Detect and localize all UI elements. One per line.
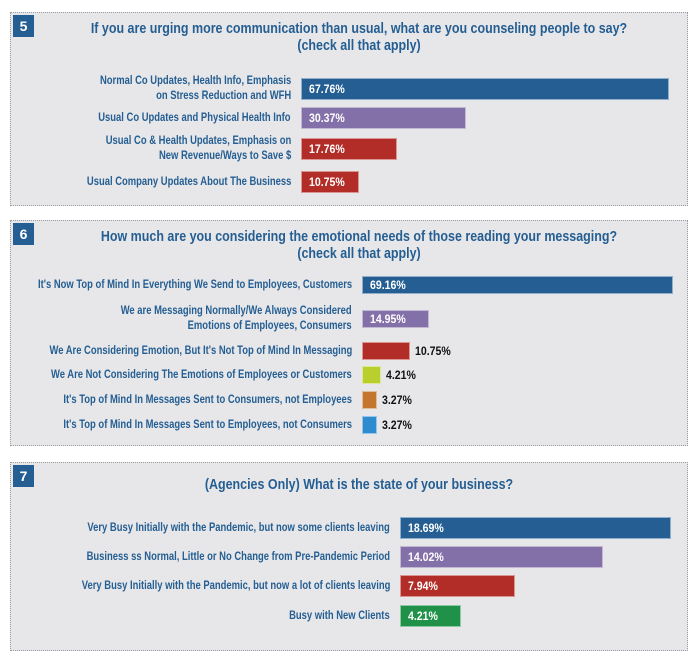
chart-title-line: (check all that apply) <box>297 38 421 54</box>
chart-panel-7: 7 (Agencies Only) What is the state of yo… <box>10 462 688 651</box>
category-label-line: on Stress Reduction and WFH <box>155 90 291 102</box>
data-label: 69.16% <box>370 278 406 292</box>
category-label-line: Usual Co Updates and Physical Health Inf… <box>98 111 291 124</box>
category-label-line: We are Messaging Normally/We Always Cons… <box>121 305 352 317</box>
category-label-line: New Revenue/Ways to Save $ <box>158 150 291 162</box>
data-label: 14.02% <box>408 550 444 564</box>
data-label: 4.21% <box>408 609 438 623</box>
bar <box>362 416 377 434</box>
data-label: 7.94% <box>408 579 438 593</box>
category-label: Usual Co Updates and Physical Health Inf… <box>99 111 291 126</box>
category-label-line: It's Top of Mind In Messages Sent to Con… <box>63 393 352 406</box>
chart-title-line: How much are you considering the emotion… <box>100 229 618 245</box>
category-label: Usual Co & Health Updates, Emphasis on Ne… <box>106 134 291 164</box>
question-number-badge: 7 <box>13 465 34 487</box>
category-label: Very Busy Initially with the Pandemic, b… <box>81 579 390 594</box>
data-label: 18.69% <box>408 521 444 535</box>
question-number-badge: 6 <box>13 223 34 245</box>
category-label-line: Busy with New Clients <box>289 609 390 622</box>
category-label-line: Business ss Normal, Little or No Change … <box>86 550 390 563</box>
bar <box>400 575 516 597</box>
chart-title: How much are you considering the emotion… <box>41 229 677 263</box>
category-label-line: We Are Considering Emotion, But It's Not… <box>49 344 352 357</box>
data-label: 10.75% <box>309 175 345 189</box>
category-label: We Are Not Considering The Emotions of E… <box>51 368 352 383</box>
bar <box>362 366 381 384</box>
category-label: Normal Co Updates, Health Info, Emphasis… <box>100 74 291 104</box>
chart-title: (Agencies Only) What is the state of you… <box>41 477 677 494</box>
category-label: It's Now Top of Mind In Everything We Se… <box>38 278 352 293</box>
bar <box>301 107 466 129</box>
data-label: 3.27% <box>381 418 412 432</box>
data-label: 3.27% <box>381 393 412 407</box>
category-label-line: Very Busy Initially with the Pandemic, b… <box>81 579 390 592</box>
category-label: It's Top of Mind In Messages Sent to Con… <box>63 393 352 408</box>
bar <box>362 276 673 294</box>
data-label: 30.37% <box>309 111 345 125</box>
chart-title: If you are urging more communication tha… <box>41 21 677 55</box>
data-label: 17.76% <box>309 142 345 156</box>
bar <box>301 138 398 160</box>
category-label-line: Emotions of Employees, Consumers <box>187 320 352 332</box>
data-label: 14.95% <box>370 312 406 326</box>
chart-title-line: (check all that apply) <box>297 246 421 262</box>
question-number-badge: 5 <box>13 15 34 37</box>
chart-title-line: If you are urging more communication tha… <box>90 21 628 37</box>
category-label: Business ss Normal, Little or No Change … <box>87 550 390 565</box>
category-label-line: We Are Not Considering The Emotions of E… <box>51 368 352 381</box>
category-label-line: It's Top of Mind In Messages Sent to Emp… <box>63 418 352 431</box>
bar <box>400 546 604 568</box>
data-label: 10.75% <box>415 344 452 358</box>
bar <box>362 342 411 360</box>
bar <box>400 605 462 627</box>
category-label: Usual Company Updates About The Business <box>86 175 291 190</box>
category-label: Very Busy Initially with the Pandemic, b… <box>88 521 390 536</box>
bar <box>362 310 430 328</box>
data-label: 67.76% <box>309 82 345 96</box>
category-label: Busy with New Clients <box>289 609 390 624</box>
bar <box>400 517 671 539</box>
category-label-line: It's Now Top of Mind In Everything We Se… <box>37 278 352 291</box>
bar <box>362 391 377 409</box>
category-label-line: Usual Co & Health Updates, Emphasis on <box>105 135 291 147</box>
chart-panel-6: 6 How much are you considering the emotio… <box>10 220 688 446</box>
category-label-line: Very Busy Initially with the Pandemic, b… <box>87 521 390 534</box>
chart-title-line: (Agencies Only) What is the state of you… <box>204 477 514 493</box>
bar <box>301 78 669 100</box>
chart-panel-5: 5 If you are urging more communication th… <box>10 12 688 206</box>
category-label: It's Top of Mind In Messages Sent to Emp… <box>63 418 352 433</box>
category-label: We Are Considering Emotion, But It's Not… <box>49 344 352 359</box>
bar <box>301 171 360 193</box>
data-label: 4.21% <box>385 368 416 382</box>
category-label-line: Normal Co Updates, Health Info, Emphasis <box>99 75 291 87</box>
category-label-line: Usual Company Updates About The Business <box>86 175 291 188</box>
category-label: We are Messaging Normally/We Always Cons… <box>121 304 352 334</box>
